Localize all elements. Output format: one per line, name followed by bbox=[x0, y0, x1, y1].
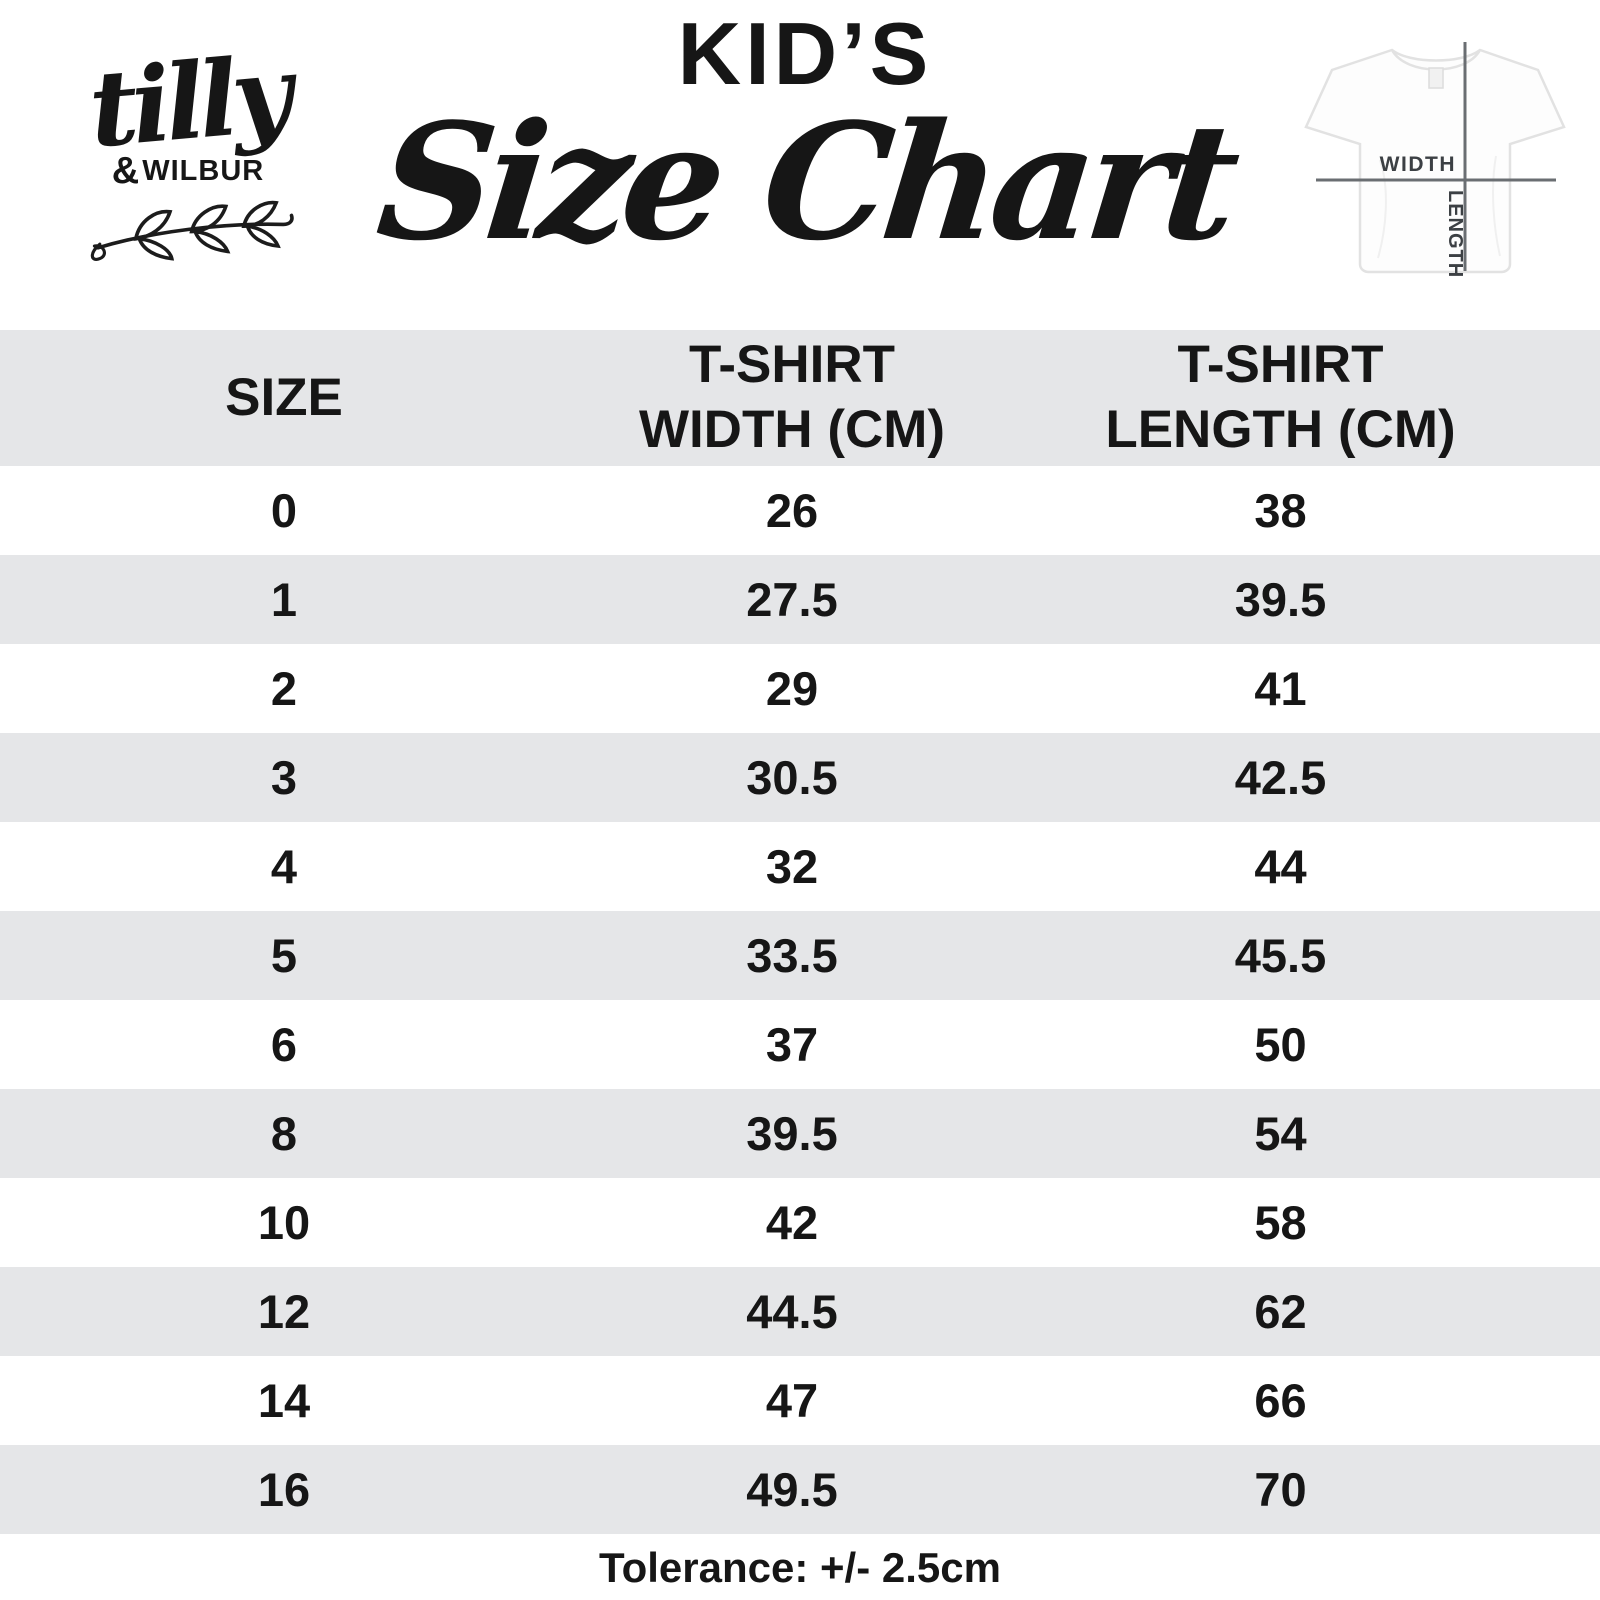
size-cell: 4 bbox=[270, 840, 298, 893]
table-row: 2 29 41 bbox=[0, 644, 1600, 733]
length-cell: 45.5 bbox=[1234, 929, 1327, 982]
length-cell: 39.5 bbox=[1234, 573, 1327, 626]
width-axis-label: WIDTH bbox=[1380, 153, 1456, 176]
size-cell: 14 bbox=[257, 1374, 311, 1427]
size-cell: 0 bbox=[270, 484, 298, 537]
size-cell: 16 bbox=[257, 1463, 311, 1516]
table-row: 6 37 50 bbox=[0, 1000, 1600, 1089]
laurel-branch-icon bbox=[90, 201, 294, 262]
width-cell: 30.5 bbox=[746, 751, 838, 804]
size-cell: 6 bbox=[270, 1018, 298, 1071]
tshirt-diagram: WIDTH LENGTH bbox=[1304, 42, 1566, 278]
width-cell: 42 bbox=[765, 1196, 819, 1249]
ampersand: & bbox=[111, 150, 141, 193]
length-cell: 70 bbox=[1254, 1463, 1307, 1516]
brand-name-caps: & WILBUR bbox=[58, 152, 318, 190]
page-title: Size Chart bbox=[369, 88, 1240, 277]
length-cell: 62 bbox=[1254, 1285, 1307, 1338]
size-table: SIZE T-SHIRT WIDTH (CM) T-SHIRT LENGTH (… bbox=[0, 330, 1600, 1534]
length-cell: 58 bbox=[1254, 1196, 1307, 1249]
table-row: 3 30.5 42.5 bbox=[0, 733, 1600, 822]
title-block: KID’S Size Chart bbox=[330, 4, 1280, 276]
length-cell: 44 bbox=[1254, 840, 1307, 893]
page-kicker: KID’S bbox=[677, 4, 933, 103]
page-header: tilly & WILBUR KID’S Size Cha bbox=[0, 0, 1600, 330]
size-cell: 2 bbox=[270, 662, 298, 715]
tshirt-neck-label bbox=[1428, 67, 1444, 89]
width-cell: 32 bbox=[765, 840, 819, 893]
col-header-width: T-SHIRT WIDTH (CM) bbox=[568, 330, 1016, 466]
size-table-body: 0 26 38 1 27.5 39.5 2 29 41 3 30.5 42.5 4 32 44 5 33.5 45… bbox=[0, 466, 1600, 1534]
table-row: 10 42 58 bbox=[0, 1178, 1600, 1267]
table-row: 14 47 66 bbox=[0, 1356, 1600, 1445]
size-cell: 12 bbox=[257, 1285, 311, 1338]
width-cell: 39.5 bbox=[746, 1107, 838, 1160]
width-cell: 47 bbox=[765, 1374, 819, 1427]
col-header-line2: WIDTH (CM) bbox=[638, 400, 946, 459]
width-cell: 33.5 bbox=[746, 929, 838, 982]
brand-logo: tilly & WILBUR bbox=[58, 32, 318, 269]
size-cell: 1 bbox=[270, 573, 298, 626]
col-header-line1: SIZE bbox=[225, 367, 343, 427]
size-cell: 5 bbox=[270, 929, 298, 982]
brand-name-script: tilly bbox=[84, 31, 292, 172]
width-cell: 49.5 bbox=[746, 1463, 838, 1516]
table-row: 4 32 44 bbox=[0, 822, 1600, 911]
table-row: 8 39.5 54 bbox=[0, 1089, 1600, 1178]
brand-caps-text: WILBUR bbox=[142, 154, 265, 187]
length-cell: 54 bbox=[1254, 1107, 1307, 1160]
size-cell: 10 bbox=[257, 1196, 311, 1249]
width-cell: 29 bbox=[765, 662, 819, 715]
col-header-length: T-SHIRT LENGTH (CM) bbox=[1016, 330, 1600, 466]
length-axis-label: LENGTH bbox=[1444, 190, 1466, 278]
width-cell: 44.5 bbox=[746, 1285, 838, 1338]
length-cell: 50 bbox=[1254, 1018, 1307, 1071]
table-row: 0 26 38 bbox=[0, 466, 1600, 555]
table-row: 1 27.5 39.5 bbox=[0, 555, 1600, 644]
col-header-size: SIZE bbox=[0, 330, 568, 466]
col-header-line1: T-SHIRT bbox=[688, 335, 896, 395]
table-row: 12 44.5 62 bbox=[0, 1267, 1600, 1356]
col-header-line1: T-SHIRT bbox=[1177, 335, 1384, 395]
length-cell: 38 bbox=[1254, 484, 1307, 537]
table-row: 16 49.5 70 bbox=[0, 1445, 1600, 1534]
width-cell: 27.5 bbox=[746, 573, 838, 626]
size-cell: 3 bbox=[270, 751, 298, 804]
width-cell: 37 bbox=[765, 1018, 819, 1071]
size-cell: 8 bbox=[270, 1107, 298, 1160]
length-cell: 41 bbox=[1254, 662, 1307, 715]
col-header-line2: LENGTH (CM) bbox=[1105, 400, 1456, 459]
tolerance-note: Tolerance: +/- 2.5cm bbox=[599, 1544, 1001, 1591]
table-row: 5 33.5 45.5 bbox=[0, 911, 1600, 1000]
length-cell: 66 bbox=[1254, 1374, 1307, 1427]
width-cell: 26 bbox=[765, 484, 819, 537]
tshirt-body bbox=[1304, 48, 1566, 274]
table-header-row: SIZE T-SHIRT WIDTH (CM) T-SHIRT LENGTH (… bbox=[0, 330, 1600, 466]
length-cell: 42.5 bbox=[1234, 751, 1327, 804]
